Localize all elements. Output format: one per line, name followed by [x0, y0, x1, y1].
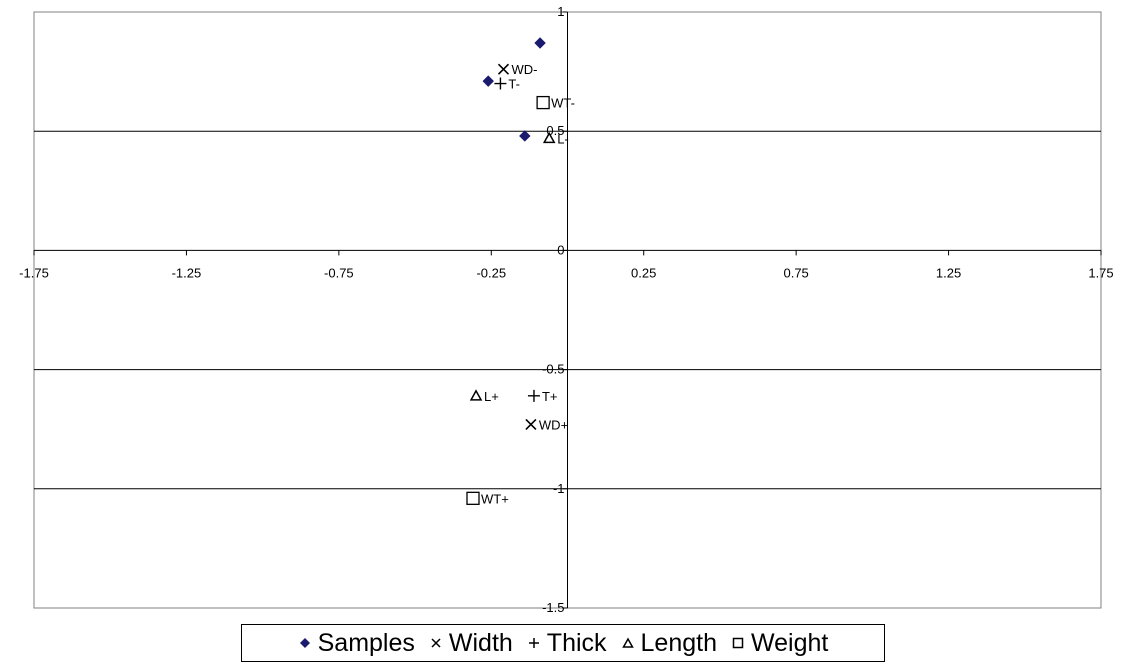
legend-item-thick: Thick [527, 629, 607, 658]
data-point-diamond [519, 130, 531, 142]
x-tick-label: 1.75 [1088, 265, 1113, 280]
legend-label-thick: Thick [546, 628, 607, 657]
data-point-plus [494, 77, 507, 90]
y-tick-label: -1.5 [542, 600, 564, 615]
point-label: T+ [542, 389, 558, 404]
data-point-x [525, 418, 537, 430]
legend-label-samples: Samples [317, 628, 415, 657]
legend-item-length: Length [621, 629, 717, 658]
x-icon [431, 638, 441, 648]
point-label: WT+ [481, 491, 509, 506]
point-label: T- [508, 77, 520, 92]
legend-label-weight: Weight [751, 628, 829, 657]
diamond-icon [299, 638, 310, 648]
point-label: L- [557, 131, 569, 146]
legend: Samples Width Thick Length Weight [241, 624, 885, 662]
data-point-x [497, 63, 510, 75]
legend-label-width: Width [448, 628, 513, 657]
scatter-chart: -1.75 -1.25 -0.75 -0.25 0.25 0.75 1.25 1.75 -1.5… [19, 4, 1113, 615]
legend-label-length: Length [640, 628, 717, 657]
square-icon [732, 637, 744, 649]
y-tick-label: 0 [557, 242, 564, 257]
point-label: L+ [484, 389, 499, 404]
legend-item-samples: Samples [298, 629, 415, 658]
y-tick-label: 1 [557, 4, 564, 19]
data-point-plus [527, 389, 540, 402]
x-tick-label: -0.75 [324, 265, 354, 280]
data-point-diamond [534, 37, 546, 49]
x-tick-label: -0.25 [476, 265, 506, 280]
plus-icon [528, 638, 539, 648]
x-tick-label: 0.75 [783, 265, 808, 280]
y-tick-label: -0.5 [542, 362, 564, 377]
y-tick-label: -1 [553, 481, 565, 496]
point-label: WD- [511, 62, 537, 77]
x-tick-label: -1.75 [19, 265, 49, 280]
data-point-square [466, 491, 480, 505]
point-label: WD+ [539, 417, 568, 432]
data-point-square [536, 95, 550, 110]
x-tick-label: 1.25 [936, 265, 961, 280]
data-point-diamond [482, 75, 494, 87]
triangle-icon [621, 637, 634, 648]
legend-item-weight: Weight [731, 629, 828, 658]
y-tick-label: 0.5 [546, 123, 564, 138]
data-point-triangle [542, 131, 556, 144]
point-label: WT- [551, 96, 575, 111]
data-point-triangle [469, 389, 483, 401]
x-tick-label: -1.25 [172, 265, 202, 280]
x-tick-label: 0.25 [631, 265, 656, 280]
legend-item-width: Width [429, 629, 513, 658]
